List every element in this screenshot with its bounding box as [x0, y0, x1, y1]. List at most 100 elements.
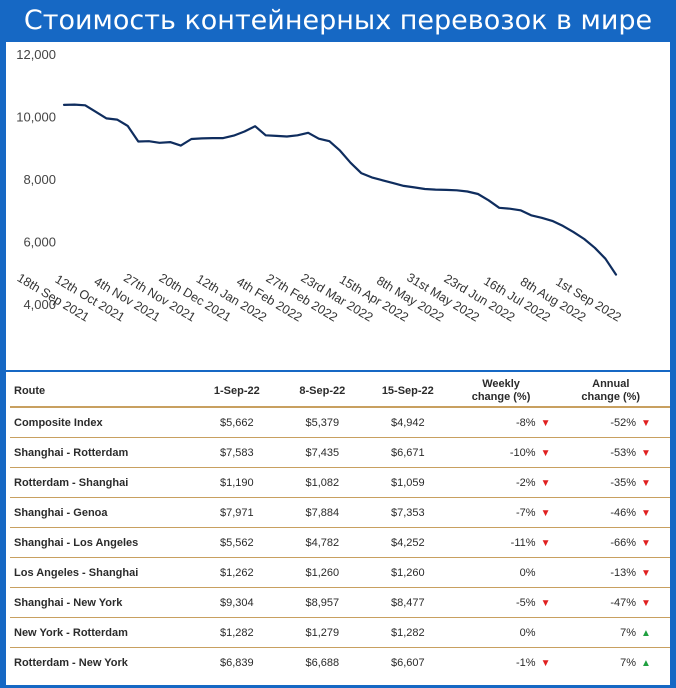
date2-cell-value: $1,260 — [305, 566, 340, 579]
route-cell: Composite Index — [10, 407, 195, 438]
table-row: Rotterdam - New York $6,839 $6,688 $6,607 -1… — [10, 648, 670, 678]
table-row: Shanghai - Genoa $7,971 $7,884 $7,353 -7% ▼ -4… — [10, 497, 670, 528]
y-tick-label: 12,000 — [16, 47, 56, 62]
date1-cell-value: $7,971 — [219, 506, 254, 519]
date3-cell-value: $1,059 — [390, 476, 425, 489]
date3-cell: $4,252 — [365, 527, 451, 558]
annual-change-cell: -47% ▼ — [551, 587, 670, 618]
weekly-change-cell: -5% ▼ — [450, 587, 552, 618]
date2-cell: $4,782 — [279, 527, 366, 558]
header-date-2: 8-Sep-22 — [279, 376, 366, 408]
date3-cell-value: $7,353 — [390, 506, 425, 519]
weekly-change-cell-value: -11% — [510, 536, 536, 549]
table-row: New York - Rotterdam $1,282 $1,279 $1,282 0%… — [10, 617, 670, 648]
route-cell: Shanghai - Los Angeles — [10, 527, 195, 558]
route-cell: Rotterdam - Shanghai — [10, 467, 195, 498]
date3-cell-value: $6,607 — [390, 656, 425, 669]
annual-change-cell: -53% ▼ — [551, 437, 670, 468]
date1-cell: $5,562 — [194, 527, 280, 558]
annual-change-cell: 7% ▲ — [551, 617, 670, 648]
date3-cell-value: $1,260 — [390, 566, 425, 579]
down-arrow-icon: ▼ — [540, 657, 551, 669]
date2-cell: $8,957 — [279, 587, 366, 618]
weekly-change-cell: -11% ▼ — [450, 527, 552, 558]
down-arrow-icon: ▼ — [641, 507, 651, 519]
route-cell-value: Shanghai - New York — [14, 596, 123, 609]
table-row: Rotterdam - Shanghai $1,190 $1,082 $1,059 -2… — [10, 467, 670, 498]
annual-change-cell: -35% ▼ — [551, 467, 670, 498]
route-cell-value: Composite Index — [14, 416, 103, 429]
weekly-change-cell-value: -1% — [515, 656, 536, 669]
date2-cell: $6,688 — [280, 648, 366, 678]
annual-change-cell-value: -35% — [610, 476, 636, 489]
table-header-row: Route 1-Sep-22 8-Sep-22 15-Sep-22 Weekly… — [10, 376, 670, 408]
date3-cell-value: $4,252 — [390, 536, 425, 549]
date2-cell-value: $5,379 — [305, 416, 340, 429]
date3-cell-value: $1,282 — [390, 626, 425, 639]
date1-cell-value: $9,304 — [219, 596, 254, 609]
y-tick-label: 8,000 — [23, 172, 56, 187]
weekly-change-cell-value: -2% — [515, 476, 536, 489]
table-row: Shanghai - New York $9,304 $8,957 $8,477 -5%… — [10, 587, 670, 618]
page-title: Стоимость контейнерных перевозок в мире — [23, 5, 653, 36]
date1-cell: $9,304 — [194, 587, 280, 618]
date3-cell: $1,059 — [365, 467, 451, 498]
annual-change-cell: -52% ▼ — [551, 407, 670, 438]
down-arrow-icon: ▼ — [540, 597, 551, 609]
annual-change-cell: 7% ▲ — [552, 648, 670, 678]
weekly-change-cell: -2% ▼ — [450, 467, 552, 498]
date1-cell-value: $1,282 — [219, 626, 254, 639]
date1-cell-value: $5,562 — [219, 536, 254, 549]
date1-cell: $7,583 — [194, 437, 280, 468]
down-arrow-icon: ▼ — [540, 477, 551, 489]
arrow-placeholder: ▼ — [540, 628, 552, 639]
route-cell: Los Angeles - Shanghai — [10, 557, 195, 588]
down-arrow-icon: ▼ — [641, 567, 651, 579]
down-arrow-icon: ▼ — [540, 537, 551, 549]
y-tick-label: 10,000 — [16, 110, 56, 125]
date2-cell: $1,279 — [279, 617, 366, 648]
down-arrow-icon: ▼ — [641, 417, 651, 429]
date1-cell-value: $1,190 — [219, 476, 254, 489]
weekly-change-cell-value: 0% — [519, 626, 536, 639]
up-arrow-icon: ▲ — [641, 627, 651, 639]
annual-change-cell-value: 7% — [620, 656, 636, 669]
down-arrow-icon: ▼ — [641, 597, 651, 609]
header-weekly-line2: change (%) — [471, 391, 531, 403]
date1-cell-value: $6,839 — [219, 656, 254, 669]
weekly-change-cell: -8% ▼ — [450, 407, 552, 438]
annual-change-cell-value: -47% — [610, 596, 636, 609]
annual-change-cell: -13% ▼ — [551, 557, 670, 588]
annual-change-cell-value: -13% — [610, 566, 636, 579]
header-weekly-line1: Weekly — [482, 378, 520, 390]
date2-cell-value: $6,688 — [305, 656, 340, 669]
date1-cell: $1,262 — [194, 557, 280, 588]
weekly-change-cell: -1% ▼ — [451, 648, 552, 678]
rates-table: Route 1-Sep-22 8-Sep-22 15-Sep-22 Weekly… — [10, 376, 670, 677]
date2-cell: $5,379 — [279, 407, 366, 438]
arrow-placeholder: ▼ — [540, 568, 552, 579]
date1-cell-value: $1,262 — [219, 566, 254, 579]
route-cell-value: Rotterdam - Shanghai — [14, 476, 129, 489]
weekly-change-cell-value: 0% — [519, 566, 536, 579]
date1-cell-value: $5,662 — [219, 416, 254, 429]
route-cell: Shanghai - New York — [10, 587, 195, 618]
annual-change-cell: -66% ▼ — [551, 527, 670, 558]
table-row: Shanghai - Rotterdam $7,583 $7,435 $6,671 -1… — [10, 437, 670, 468]
weekly-change-cell-value: -5% — [515, 596, 536, 609]
date1-cell: $7,971 — [194, 497, 280, 528]
date3-cell: $6,607 — [365, 648, 451, 678]
date2-cell-value: $1,082 — [305, 476, 340, 489]
up-arrow-icon: ▲ — [641, 657, 651, 669]
date3-cell: $4,942 — [365, 407, 451, 438]
chart-panel: 4,000 6,000 8,000 10,000 12,000 18th Sep 202… — [6, 42, 670, 370]
y-tick-label: 4,000 — [23, 297, 56, 312]
annual-change-cell-value: -53% — [610, 446, 636, 459]
route-cell: Shanghai - Rotterdam — [10, 437, 195, 468]
date3-cell: $6,671 — [365, 437, 451, 468]
annual-change-cell-value: 7% — [620, 626, 636, 639]
route-cell: New York - Rotterdam — [10, 617, 195, 648]
route-cell-value: Shanghai - Rotterdam — [14, 446, 129, 459]
date2-cell-value: $8,957 — [305, 596, 340, 609]
